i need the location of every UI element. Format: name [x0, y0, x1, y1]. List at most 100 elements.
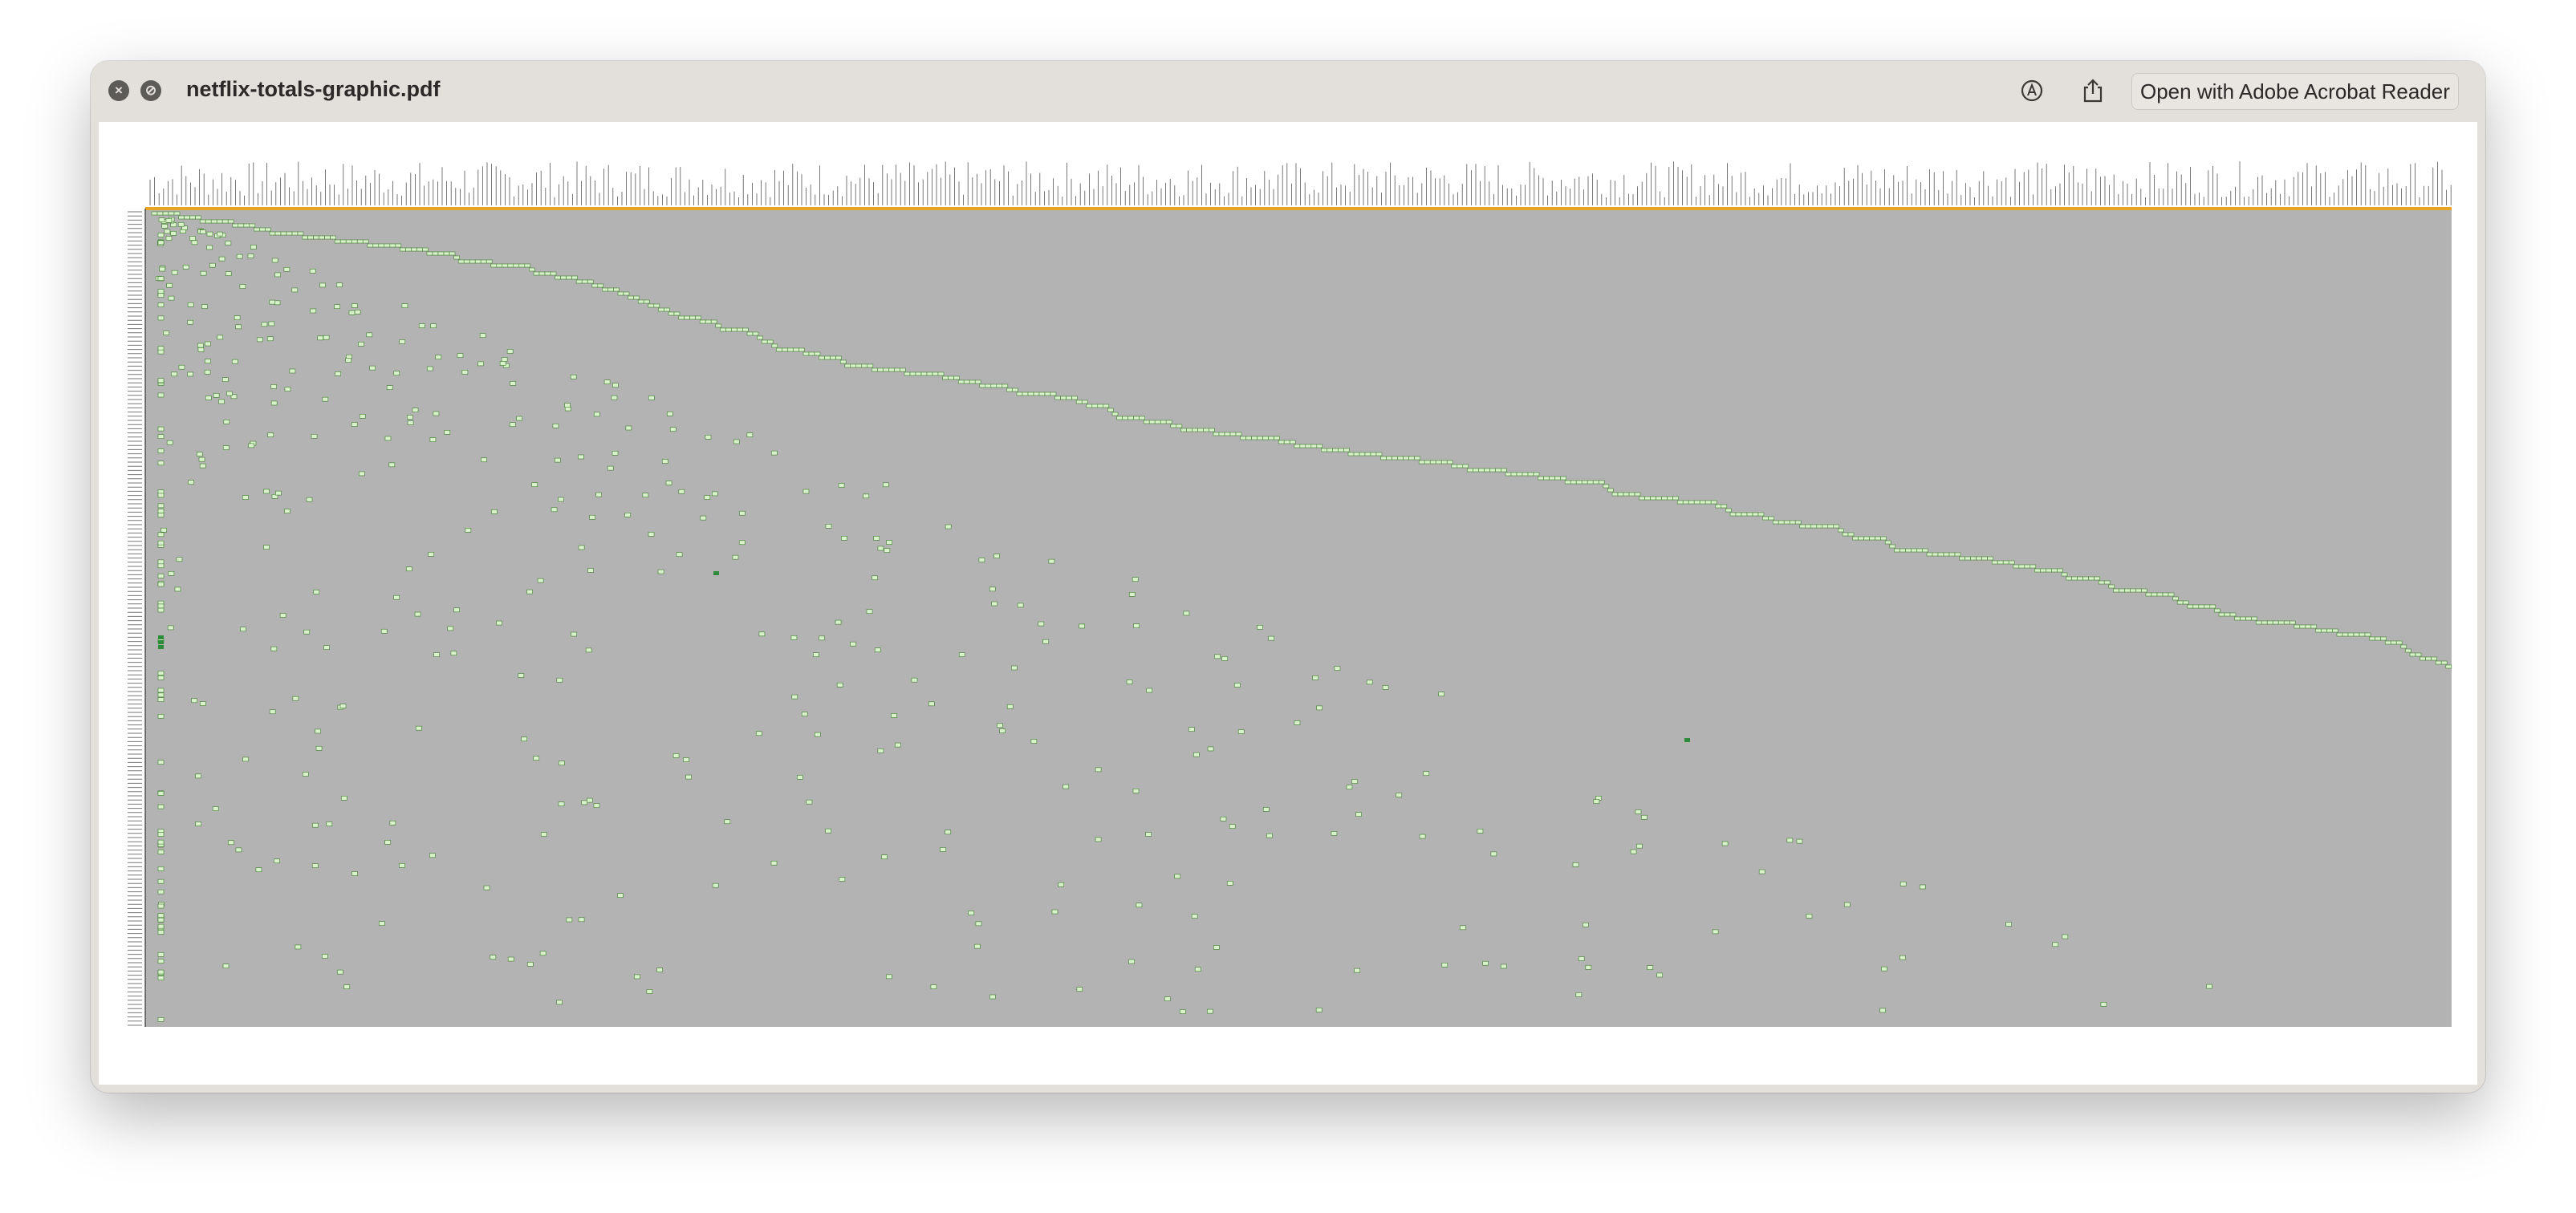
- cell: [658, 307, 664, 312]
- cell: [315, 728, 321, 734]
- cell: [855, 363, 863, 368]
- open-with-acrobat-button[interactable]: Open with Adobe Acrobat Reader: [2131, 73, 2459, 110]
- cell: [798, 347, 805, 352]
- cell: [412, 408, 419, 413]
- cell: [1699, 500, 1706, 505]
- cell: [738, 540, 746, 546]
- cell: [1366, 680, 1373, 685]
- cell: [1327, 448, 1333, 452]
- cell: [872, 575, 878, 581]
- cell: [1441, 962, 1448, 968]
- cell: [1881, 966, 1887, 972]
- cell: [1880, 536, 1887, 541]
- cell: [521, 736, 527, 742]
- cell: [782, 347, 788, 352]
- document-view[interactable]: [99, 122, 2477, 1085]
- cell: [2326, 628, 2333, 633]
- cell: [401, 303, 408, 308]
- cell: [1623, 492, 1630, 497]
- cell: [2008, 560, 2015, 565]
- cell: [838, 483, 845, 488]
- share-icon[interactable]: [2078, 75, 2108, 106]
- cell: [872, 367, 878, 372]
- cell: [1353, 452, 1360, 456]
- cell: [1429, 460, 1436, 465]
- cell: [1294, 444, 1301, 448]
- cell: [405, 247, 412, 252]
- cell: [490, 263, 498, 268]
- cell: [886, 540, 892, 545]
- cell: [555, 457, 561, 463]
- cell: [1289, 440, 1296, 444]
- cell: [2395, 640, 2403, 645]
- cell: [1725, 508, 1732, 513]
- cell: [302, 772, 309, 777]
- cell: [1495, 468, 1501, 473]
- cell: [756, 731, 762, 736]
- cell: [2435, 660, 2442, 665]
- cell: [1976, 556, 1982, 561]
- cell: [1424, 460, 1431, 465]
- cell: [367, 243, 374, 248]
- cell: [1338, 448, 1344, 452]
- cell: [1575, 992, 1583, 997]
- cell: [1598, 480, 1605, 485]
- cell: [771, 343, 778, 348]
- cell: [310, 308, 317, 314]
- cell: [1136, 903, 1143, 908]
- cell: [1331, 831, 1338, 836]
- cell: [415, 725, 422, 731]
- cell: [486, 259, 493, 264]
- cell: [197, 343, 204, 348]
- cell: [1143, 420, 1150, 424]
- cell: [181, 225, 188, 230]
- cell: [1592, 480, 1599, 485]
- cell: [234, 315, 241, 320]
- cell: [1347, 452, 1355, 456]
- cell: [885, 974, 892, 980]
- cell: [578, 454, 584, 460]
- cell: [1229, 432, 1237, 436]
- cell: [351, 239, 358, 244]
- cell: [157, 293, 165, 298]
- cell: [1414, 456, 1420, 460]
- cell: [1899, 955, 1906, 960]
- cell: [1396, 793, 1403, 797]
- cell: [157, 240, 165, 245]
- highlight-cell: [158, 635, 164, 639]
- cell: [2420, 656, 2426, 661]
- cell: [758, 631, 766, 637]
- cell: [507, 263, 514, 268]
- cell: [2299, 624, 2306, 629]
- cell: [1796, 838, 1803, 844]
- markup-pen-icon[interactable]: [2017, 75, 2047, 106]
- cell: [337, 969, 343, 975]
- cell: [2209, 604, 2216, 609]
- cell: [1587, 480, 1594, 485]
- cell: [217, 231, 223, 237]
- cell: [157, 503, 165, 509]
- cell: [625, 425, 632, 431]
- cell: [560, 275, 567, 280]
- minimize-icon[interactable]: ⊘: [140, 80, 161, 101]
- cell: [607, 287, 614, 292]
- cell: [306, 497, 313, 502]
- cell: [790, 635, 798, 640]
- cell: [1207, 746, 1214, 752]
- highlight-cell: [158, 640, 164, 644]
- cell: [1922, 548, 1928, 553]
- cell: [776, 347, 782, 352]
- cell: [1467, 468, 1473, 473]
- cell: [1926, 552, 1933, 557]
- cell: [157, 959, 165, 964]
- netflix-totals-graphic: [128, 161, 2452, 1027]
- cell: [2034, 568, 2041, 573]
- cell: [920, 371, 928, 376]
- close-icon[interactable]: ×: [108, 80, 129, 101]
- cell: [242, 495, 249, 500]
- cell: [602, 287, 608, 292]
- cell: [648, 396, 655, 400]
- cell: [937, 371, 945, 376]
- cell: [223, 419, 230, 424]
- cell: [1916, 548, 1923, 553]
